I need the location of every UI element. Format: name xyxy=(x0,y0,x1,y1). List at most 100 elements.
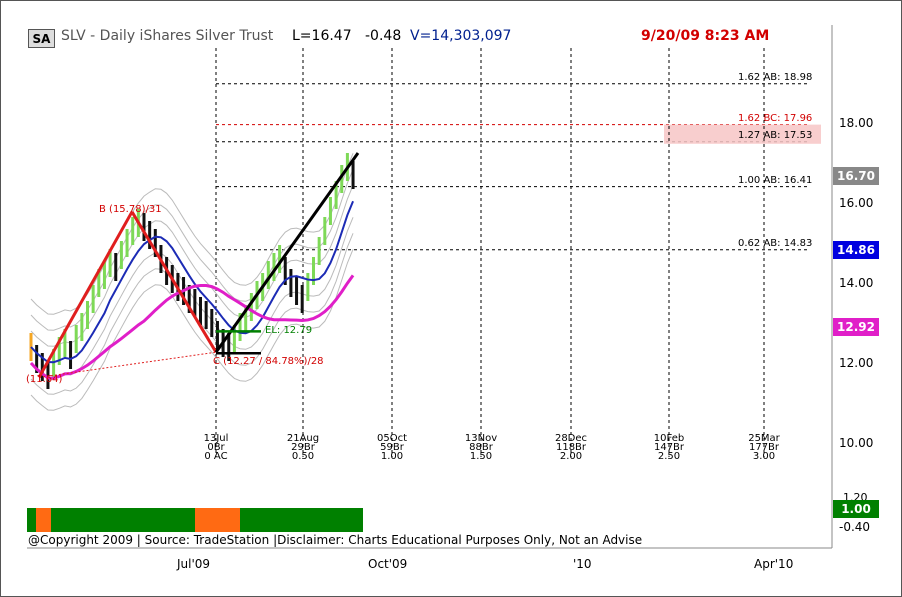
envelope-line xyxy=(30,217,354,379)
point-b-label: B (15.78)/31 xyxy=(99,204,162,215)
price-bar xyxy=(244,305,248,333)
price-bar xyxy=(187,285,191,313)
time-zone-label-line: 88Br xyxy=(469,442,493,453)
fast-ma-tag: 14.86 xyxy=(833,241,879,259)
price-bar xyxy=(227,333,231,361)
price-bar xyxy=(340,165,344,193)
time-zone-label-line: 13Nov xyxy=(464,433,498,444)
fib-level-label: 1.62 AB: 18.98 xyxy=(738,71,813,83)
leg-cd-projection xyxy=(214,152,360,354)
time-zone-label-line: 59Br xyxy=(380,442,404,453)
time-zone-label-line: 29Br xyxy=(291,442,315,453)
price-bar xyxy=(35,345,39,373)
price-bar xyxy=(323,217,327,245)
time-zone-label-line: 21Aug xyxy=(286,433,320,444)
time-zone-label-line: 1.00 xyxy=(380,451,404,462)
time-zone-label: 28Dec 118Br 2.00 xyxy=(551,433,591,462)
volume-label: V=14,303,097 xyxy=(410,28,512,44)
price-bar xyxy=(125,229,129,257)
price-tick: 14.00 xyxy=(839,276,874,290)
envelope-line xyxy=(30,249,354,411)
price-bar xyxy=(278,245,282,273)
price-bar xyxy=(148,221,152,249)
fib-level-label: 1.62 BC: 17.96 xyxy=(738,112,813,124)
point-a-label: (11.64) xyxy=(26,374,63,385)
moving-averages xyxy=(29,200,355,380)
last-price-tag: 16.70 xyxy=(833,167,879,185)
envelope-line xyxy=(30,185,354,347)
price-bar xyxy=(249,293,253,321)
price-bar xyxy=(199,297,202,325)
price-bar xyxy=(63,329,67,357)
time-zone-label-line: 28Dec xyxy=(554,433,588,444)
leg-bc xyxy=(130,211,218,353)
time-zone-label: 13Jul 0Br 0 AC xyxy=(196,433,236,462)
price-bar xyxy=(80,313,84,341)
time-zone-label-line: 0 AC xyxy=(204,451,228,462)
price-bar xyxy=(102,261,106,289)
time-tick: '10 xyxy=(573,557,592,571)
timestamp-label: 9/20/09 8:23 AM xyxy=(641,28,770,44)
price-bar xyxy=(215,321,219,349)
time-zone-label-line: 0.50 xyxy=(291,451,315,462)
price-panel-border xyxy=(27,25,833,505)
envelope-line xyxy=(30,169,354,331)
time-zone-label-line: 147Br xyxy=(653,442,685,453)
chart-title: SLV - Daily iShares Silver Trust xyxy=(61,28,274,44)
price-bar xyxy=(142,213,146,241)
price-bar xyxy=(131,217,135,245)
price-bar xyxy=(193,289,197,317)
price-bar xyxy=(40,353,44,381)
price-bar xyxy=(312,257,315,285)
price-bar xyxy=(69,341,73,369)
time-zone-label-line: 177Br xyxy=(748,442,780,453)
price-tick: 18.00 xyxy=(839,116,874,130)
target-zone xyxy=(664,124,821,144)
time-zone-label-line: 3.00 xyxy=(752,451,776,462)
entry-label: EL: 12.79 xyxy=(265,325,313,336)
time-tick: Oct'09 xyxy=(368,557,408,571)
fib-level-label: 0.62 AB: 14.83 xyxy=(738,237,813,249)
price-tick: 10.00 xyxy=(839,436,874,450)
last-price-label: L=16.47 xyxy=(292,28,352,44)
price-bar xyxy=(97,269,101,297)
fib-level-label: 1.27 AB: 17.53 xyxy=(738,129,813,141)
price-bar xyxy=(328,197,332,225)
indicator-bar-orange xyxy=(195,508,240,532)
time-zone-label: 21Aug 29Br 0.50 xyxy=(283,433,323,462)
price-bar xyxy=(108,249,112,277)
price-bar xyxy=(210,309,214,337)
time-zone-label-line: 05Oct xyxy=(376,433,407,444)
time-zone-label-line: 0Br xyxy=(207,442,225,453)
time-zone-label-line: 13Jul xyxy=(203,433,229,444)
point-c-label: C (12.27 / 84.78%)/28 xyxy=(213,356,324,367)
time-zone-label-line: 25Mar xyxy=(748,433,780,444)
copyright-text: @Copyright 2009 | Source: TradeStation |… xyxy=(28,533,643,547)
envelope-line xyxy=(30,153,354,315)
leg-ac-dotted xyxy=(38,351,217,378)
price-bar xyxy=(91,285,95,313)
fib-level-label: 1.00 AB: 16.41 xyxy=(738,174,813,186)
price-bar xyxy=(204,301,208,329)
price-bar xyxy=(334,181,338,209)
price-bars xyxy=(29,153,355,389)
price-bar xyxy=(351,161,355,189)
price-bar xyxy=(238,313,242,341)
fast-moving-average xyxy=(30,200,354,364)
time-zone-lines xyxy=(215,48,765,457)
symbol-box[interactable]: SA xyxy=(28,29,55,48)
indicator-strip xyxy=(27,508,363,532)
indicator-value-tag: 1.00 xyxy=(833,500,879,518)
slow-moving-average xyxy=(29,274,355,380)
time-zone-label-line: 10Feb xyxy=(653,433,685,444)
time-zone-label: 25Mar 177Br 3.00 xyxy=(744,433,784,462)
price-tick: 12.00 xyxy=(839,356,874,370)
time-zone-label: 10Feb 147Br 2.50 xyxy=(649,433,689,462)
price-bar xyxy=(317,237,321,265)
price-bar xyxy=(46,361,50,389)
price-bar xyxy=(300,285,304,313)
price-bar xyxy=(57,337,61,365)
time-zone-label-line: 118Br xyxy=(555,442,587,453)
